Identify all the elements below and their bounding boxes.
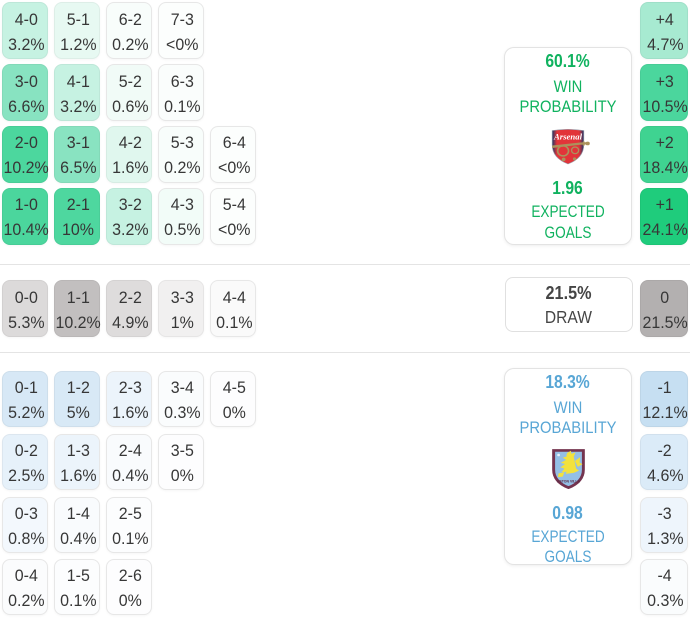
svg-text:Arsenal: Arsenal (553, 132, 583, 142)
svg-text:ASTON VILLA: ASTON VILLA (556, 480, 580, 484)
